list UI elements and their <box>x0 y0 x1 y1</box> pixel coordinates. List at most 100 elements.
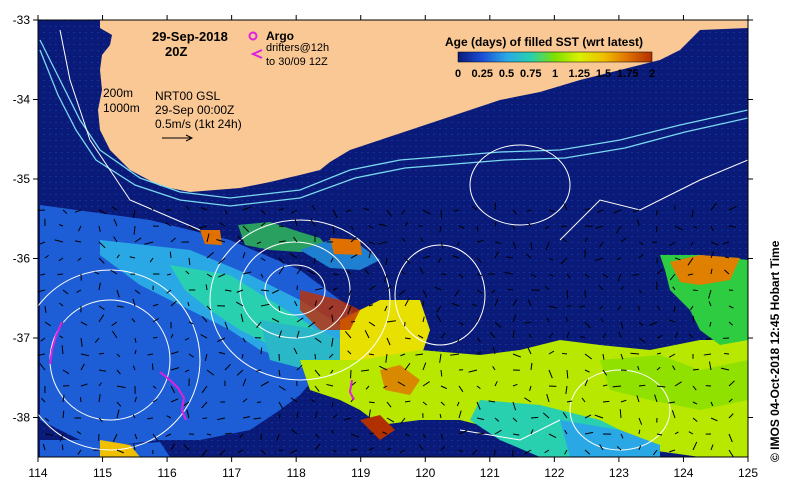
current-vector <box>278 305 281 311</box>
current-vector <box>527 346 532 355</box>
legend-tick-label: 1.5 <box>596 68 611 80</box>
current-vector <box>494 381 498 387</box>
current-vector <box>458 385 464 393</box>
current-vector <box>692 417 698 422</box>
current-vector <box>584 431 594 435</box>
current-vector <box>332 287 338 291</box>
current-vector <box>183 401 190 407</box>
current-vector <box>594 257 604 262</box>
current-vector <box>62 289 69 295</box>
current-vector <box>314 443 321 451</box>
product-name: NRT00 GSL <box>155 89 220 103</box>
current-vector <box>260 289 269 292</box>
y-tick-label: -37 <box>13 331 31 345</box>
current-vector <box>378 365 388 371</box>
current-vector <box>710 241 719 246</box>
current-vector <box>278 257 285 265</box>
current-vector <box>184 369 190 373</box>
current-vector <box>242 416 251 419</box>
current-vector <box>278 330 282 339</box>
current-vector <box>728 305 734 309</box>
current-vector <box>451 302 460 307</box>
current-vector <box>278 401 284 410</box>
current-vector <box>584 237 588 243</box>
current-vector <box>184 337 190 341</box>
current-vector <box>98 257 105 264</box>
current-vector <box>236 369 244 376</box>
current-vector <box>728 413 734 419</box>
current-vector <box>710 417 718 422</box>
current-vector <box>296 267 302 275</box>
current-vector <box>206 251 214 259</box>
current-vector <box>512 330 515 339</box>
current-vector <box>494 221 497 227</box>
current-vector <box>98 352 104 355</box>
current-vector <box>170 385 176 394</box>
current-vector <box>566 400 573 403</box>
current-vector <box>584 321 591 329</box>
current-vector <box>39 241 46 245</box>
current-vector <box>598 285 604 291</box>
current-vector <box>200 207 208 211</box>
current-vector <box>434 286 442 291</box>
current-vector <box>692 225 698 229</box>
current-vector <box>524 449 532 455</box>
current-vector <box>150 206 154 211</box>
current-vector <box>595 225 604 229</box>
current-vector <box>524 397 532 403</box>
current-vector <box>328 305 334 310</box>
current-vector <box>581 397 586 403</box>
current-vector <box>724 256 730 259</box>
current-vector <box>152 303 159 307</box>
current-vector <box>132 414 136 419</box>
current-vector <box>548 369 553 379</box>
current-vector <box>656 305 661 311</box>
current-vector <box>307 269 316 275</box>
current-vector <box>512 417 518 422</box>
current-vector <box>560 225 568 228</box>
current-vector <box>347 350 352 355</box>
current-vector <box>165 433 172 437</box>
current-vector <box>368 401 375 404</box>
current-vector <box>638 253 644 259</box>
legend-tick-label: 0.5 <box>499 68 514 80</box>
current-vector <box>40 337 46 342</box>
current-vector <box>584 379 588 387</box>
current-vector <box>529 385 532 391</box>
current-vector <box>378 241 388 245</box>
current-vector <box>201 449 208 457</box>
current-vector <box>201 385 208 394</box>
current-vector <box>111 330 118 339</box>
current-vector <box>564 429 568 435</box>
current-vector <box>310 218 316 227</box>
current-vector <box>132 365 136 371</box>
current-vector <box>494 298 499 307</box>
current-vector <box>668 401 676 404</box>
current-vector <box>526 209 532 212</box>
current-vector <box>350 320 356 323</box>
current-vector <box>560 257 568 265</box>
current-vector <box>290 397 298 403</box>
current-vector <box>116 289 120 298</box>
current-vector <box>422 316 425 323</box>
current-vector <box>132 209 136 218</box>
current-vector <box>360 369 370 372</box>
current-vector <box>548 257 554 261</box>
current-vector <box>218 257 226 265</box>
current-vector <box>562 412 568 419</box>
current-vector <box>578 305 586 308</box>
current-vector <box>620 285 624 291</box>
current-vector <box>386 447 391 451</box>
current-vector <box>364 330 370 339</box>
current-vector <box>59 433 64 442</box>
current-vector <box>378 223 388 227</box>
current-vector <box>728 398 733 403</box>
current-vector <box>457 337 460 343</box>
current-vector <box>437 257 442 264</box>
current-vector <box>79 397 82 403</box>
current-vector <box>638 429 641 435</box>
current-vector <box>620 237 627 243</box>
current-vector <box>584 353 593 360</box>
current-vector <box>41 397 46 403</box>
current-vector <box>368 321 376 327</box>
